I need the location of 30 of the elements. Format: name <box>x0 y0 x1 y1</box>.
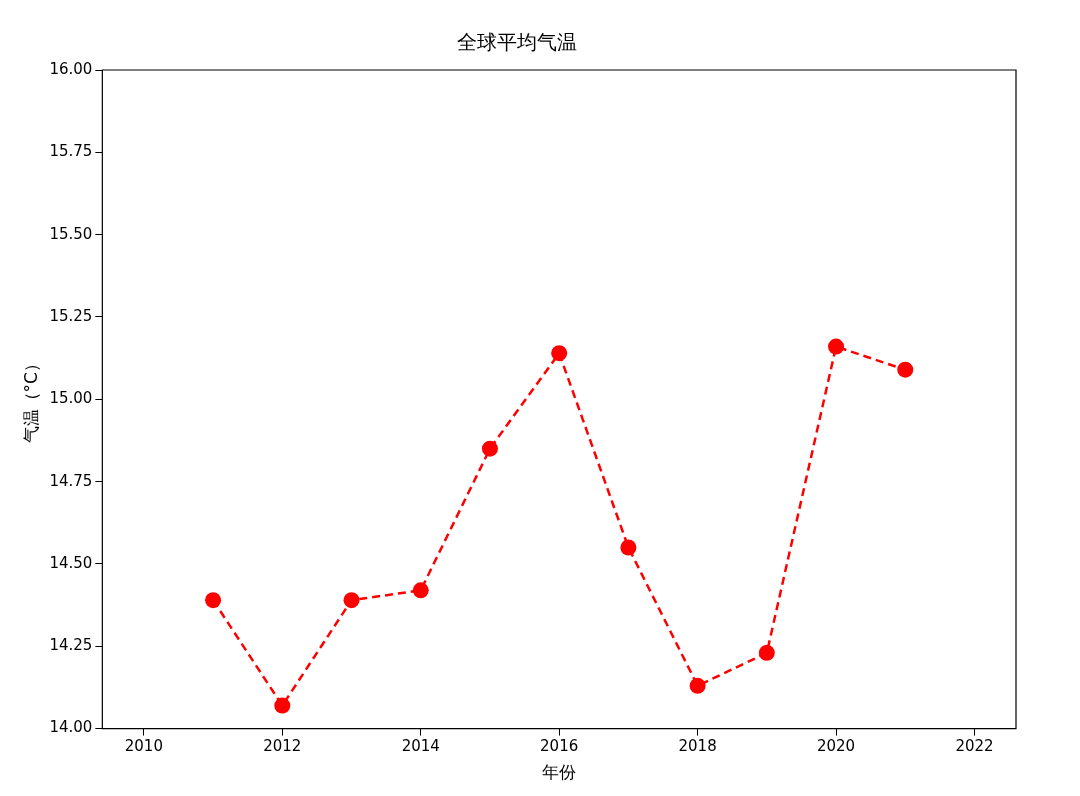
point <box>758 644 775 661</box>
y-tick-label: 14.00 <box>49 718 93 737</box>
x-tick-label: 2010 <box>124 737 163 756</box>
point <box>828 338 845 355</box>
point <box>205 592 222 609</box>
x-tick-label: 2016 <box>540 737 579 756</box>
x-tick-label: 2012 <box>263 737 302 756</box>
y-axis-title: 气温（°C） <box>20 355 41 444</box>
y-tick-label: 15.25 <box>49 306 93 325</box>
y-tick-label: 15.75 <box>49 142 93 161</box>
point <box>412 582 429 599</box>
point <box>689 677 706 694</box>
y-tick-label: 14.50 <box>49 553 93 572</box>
y-tick-label: 14.75 <box>49 471 93 490</box>
point <box>551 345 568 362</box>
x-tick-label: 2014 <box>401 737 440 756</box>
point <box>897 361 914 378</box>
x-tick-label: 2018 <box>678 737 717 756</box>
chart-title: 全球平均气温 <box>457 30 577 55</box>
y-tick-label: 15.00 <box>49 389 93 408</box>
y-tick-label: 16.00 <box>49 59 93 78</box>
x-tick-label: 2020 <box>816 737 856 756</box>
x-tick-label: 2022 <box>955 737 994 756</box>
point <box>343 592 360 609</box>
point <box>620 539 637 556</box>
y-tick-label: 14.25 <box>49 636 93 655</box>
x-axis-title: 年份 <box>542 762 577 783</box>
y-tick-label: 15.50 <box>49 224 93 243</box>
point <box>274 697 291 714</box>
point <box>481 440 498 457</box>
